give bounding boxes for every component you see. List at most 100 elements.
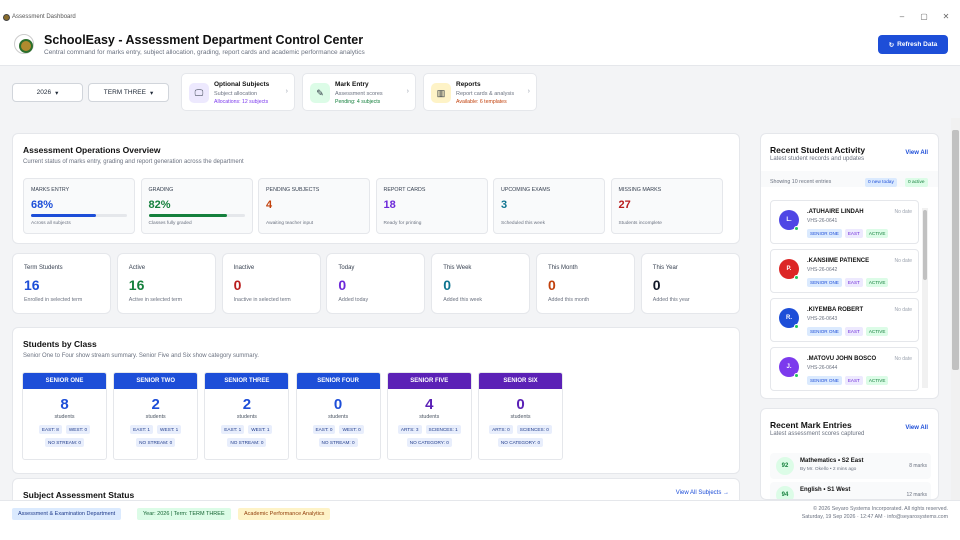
stat-hint: Added this year [652,297,690,303]
activity-scrollbar[interactable] [922,208,928,388]
stat-label: Inactive [233,265,255,271]
stat-hint: Added today [338,297,369,303]
chevron-down-icon: ▾ [55,89,59,97]
active-badge: 0 active [905,178,928,187]
stream-tag: EAST: 8 [38,425,62,434]
activity-item[interactable]: L. .ATUHAIRE LINDAH VHS-26-0641 No date … [770,200,919,244]
stream-tag: ARTS: 3 [397,425,422,434]
mark-entry-card[interactable]: ✎ Mark Entry Assessment scores Pending: … [302,73,416,111]
class-count: 0 [516,396,525,413]
class-card[interactable]: SENIOR TWO 2 students EAST: 1 WEST: 1 NO … [113,372,199,460]
class-name: SENIOR FIVE [387,373,471,389]
kpi-hint: Ready for printing [383,221,422,226]
term-value: TERM THREE [103,89,146,96]
new-today-badge: 0 new today [865,178,897,187]
class-unit: students [510,414,531,420]
class-name: SENIOR ONE [23,373,106,389]
refresh-data-button[interactable]: ↻ Refresh Data [878,35,948,54]
activity-view-all-link[interactable]: View All [905,150,928,156]
class-card[interactable]: SENIOR THREE 2 students EAST: 1 WEST: 1 N… [204,372,290,460]
class-card[interactable]: SENIOR ONE 8 students EAST: 8 WEST: 0 NO … [22,372,107,460]
year-select[interactable]: 2026 ▾ [12,83,83,102]
progress-fill [31,214,97,217]
mark-count: 8 marks [909,463,927,469]
mark-entry-item[interactable]: 94 English • S1 West 12 marks [770,482,931,499]
student-date: No date [894,307,912,313]
stat-value: 0 [233,277,242,293]
class-card[interactable]: SENIOR FIVE 4 students ARTS: 3 SCIENCES: … [386,372,472,460]
stat-value: 0 [443,277,451,293]
stat-value: 0 [338,277,347,293]
close-button[interactable]: ✕ [942,12,950,21]
stream-tag: EAST [844,229,863,238]
card-title: Optional Subjects [214,81,270,88]
maximize-button[interactable]: ▢ [920,12,928,21]
stat-label: This Month [548,265,578,271]
class-count: 2 [242,396,252,413]
student-id: VHS-26-0641 [807,218,838,224]
stream-tag: SCIENCES: 1 [425,425,461,434]
subject-status-title: Subject Assessment Status [23,490,135,500]
stat-label: Term Students [24,265,63,271]
kpi-value: 27 [618,199,631,211]
class-card[interactable]: SENIOR SIX 0 students ARTS: 0 SCIENCES: 0… [478,372,563,460]
class-unit: students [54,414,75,420]
assessment-overview-panel: Assessment Operations Overview Current s… [12,133,740,244]
avatar: P. [779,259,799,279]
mark-entry-item[interactable]: 92 Mathematics • S2 East By Mr. Okello •… [770,453,931,479]
kpi-card: MISSING MARKS 27 Students incomplete [610,178,723,234]
optional-subjects-card[interactable]: 🖵 Optional Subjects Subject allocation A… [181,73,295,111]
class-count: 0 [333,396,343,413]
marks-title: Recent Mark Entries [770,420,852,430]
kpi-hint: Students incomplete [618,221,662,226]
progress-fill [148,214,228,217]
class-tag: SENIOR ONE [807,376,842,385]
term-badge: Year: 2026 | Term: TERM THREE [137,508,231,520]
class-name: SENIOR FOUR [296,373,380,389]
class-tag: SENIOR ONE [807,278,842,287]
term-select[interactable]: TERM THREE ▾ [88,83,169,102]
class-card[interactable]: SENIOR FOUR 0 students EAST: 0 WEST: 0 NO… [295,372,381,460]
stat-label: Today [338,265,355,271]
student-date: No date [894,258,912,264]
online-dot [794,373,799,378]
reports-card[interactable]: ▥ Reports Report cards & analysis Availa… [423,73,537,111]
class-tag: SENIOR ONE [807,229,842,238]
card-note: Pending: 4 subjects [335,99,381,105]
overview-subtitle: Current status of marks entry, grading a… [23,159,244,165]
kpi-hint: Classes fully graded [148,221,192,226]
year-value: 2026 [36,89,52,96]
kpi-value: 18 [383,199,396,211]
view-all-subjects-link[interactable]: View All Subjects → [675,490,729,496]
copyright: © 2026 Seyaro Systems Incorporated. All … [813,506,948,512]
no-stream-tag: NO CATEGORY: 0 [406,438,452,447]
kpi-card: PENDING SUBJECTS 4 Awaiting teacher inpu… [258,178,370,234]
classes-subtitle: Senior One to Four show stream summary. … [23,353,259,359]
stat-label: This Week [443,265,472,271]
card-note: Available: 6 templates [456,99,507,105]
kpi-label: PENDING SUBJECTS [266,187,320,193]
stream-tag: WEST: 1 [157,425,182,434]
no-stream-tag: NO STREAM: 0 [227,438,267,447]
activity-item[interactable]: R. .KIYEMBA ROBERT VHS-26-0643 No date S… [770,298,919,342]
page-title: SchoolEasy - Assessment Department Contr… [44,33,364,47]
kpi-value: 4 [266,199,273,211]
stream-tag: EAST: 0 [312,425,336,434]
kpi-hint: Across all subjects [31,221,71,226]
stat-card: Active 16 Active in selected term [116,253,216,314]
app-header: SchoolEasy - Assessment Department Contr… [0,28,960,66]
stat-value: 16 [24,277,40,293]
kpi-label: MARKS ENTRY [31,187,70,193]
activity-subtitle: Latest student records and updates [770,156,865,162]
stat-card: Inactive 0 Inactive in selected term [221,253,321,314]
app-icon [3,14,10,21]
activity-item[interactable]: J. .MATOVU JOHN BOSCO VHS-26-0644 No dat… [770,347,919,391]
marks-view-all-link[interactable]: View All [905,425,928,431]
status-tag: ACTIVE [865,229,889,238]
page-scrollbar[interactable] [951,118,960,500]
school-logo [14,34,34,54]
stat-hint: Inactive in selected term [233,297,291,303]
minimize-button[interactable]: – [899,12,905,21]
stat-card: This Week 0 Added this week [431,253,531,314]
activity-item[interactable]: P. .KANSIIME PATIENCE VHS-26-0642 No dat… [770,249,919,293]
